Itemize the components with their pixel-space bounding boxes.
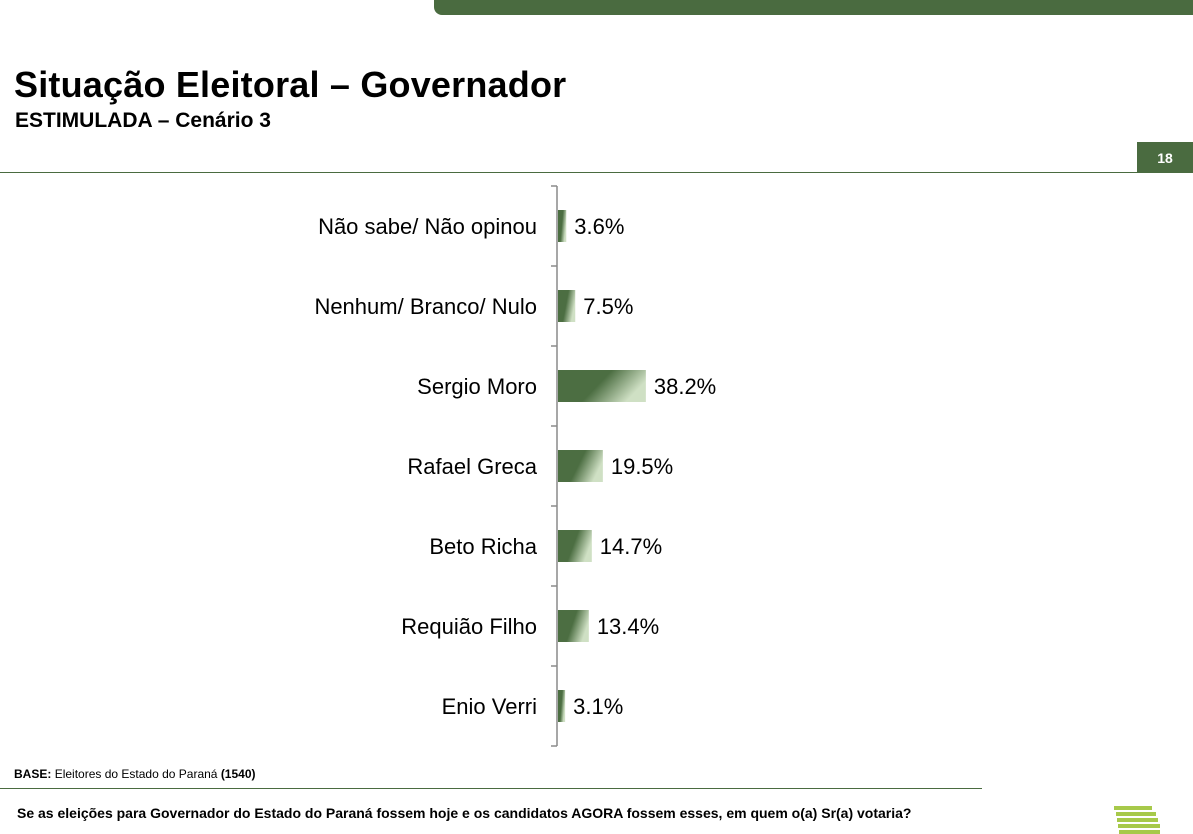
- bar: [558, 530, 592, 562]
- data-label: 38.2%: [654, 374, 716, 399]
- bar: [558, 370, 646, 402]
- data-label: 14.7%: [600, 534, 662, 559]
- page-number-badge: 18: [1137, 142, 1193, 173]
- category-label: Beto Richa: [429, 534, 537, 559]
- base-note: BASE: Eleitores do Estado do Paraná (154…: [14, 767, 256, 781]
- bar: [558, 210, 567, 242]
- page-title: Situação Eleitoral – Governador: [14, 64, 567, 105]
- bar: [558, 290, 576, 322]
- data-label: 3.6%: [574, 214, 624, 239]
- header-divider: [0, 172, 1193, 173]
- data-label: 19.5%: [611, 454, 673, 479]
- data-label: 3.1%: [573, 694, 623, 719]
- category-label: Nenhum/ Branco/ Nulo: [314, 294, 537, 319]
- base-label: BASE:: [14, 767, 52, 781]
- base-text: Eleitores do Estado do Paraná: [54, 767, 218, 781]
- bar: [558, 690, 566, 722]
- green-stripes-logo-icon: [1114, 806, 1160, 834]
- category-label: Sergio Moro: [417, 374, 537, 399]
- category-label: Não sabe/ Não opinou: [318, 214, 537, 239]
- page-subtitle: ESTIMULADA – Cenário 3: [15, 109, 271, 132]
- category-label: Rafael Greca: [407, 454, 537, 479]
- bar: [558, 610, 589, 642]
- survey-question: Se as eleições para Governador do Estado…: [17, 805, 912, 821]
- bar: [558, 450, 603, 482]
- category-label: Requião Filho: [401, 614, 537, 639]
- category-label: Enio Verri: [442, 694, 537, 719]
- data-label: 7.5%: [583, 294, 633, 319]
- footer-divider: [0, 788, 982, 789]
- base-count: (1540): [220, 767, 256, 781]
- data-label: 13.4%: [597, 614, 659, 639]
- top-band: [434, 0, 1193, 15]
